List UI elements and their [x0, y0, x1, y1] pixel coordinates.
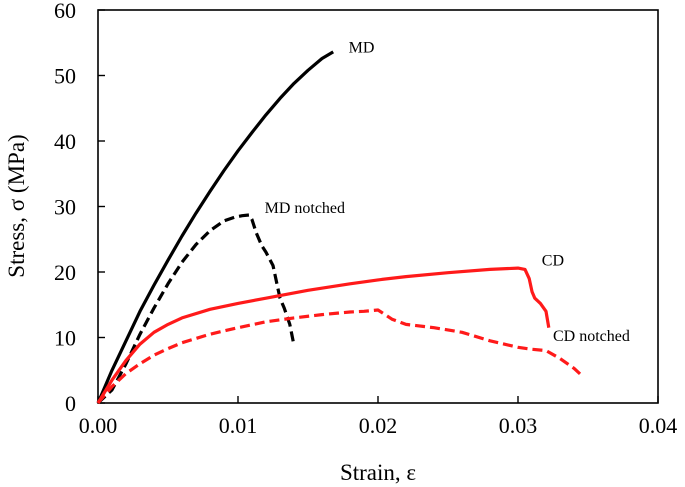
- series-label-md: MD: [349, 40, 375, 57]
- series-layer: [96, 50, 583, 405]
- x-tick-label: 0.02: [359, 413, 398, 438]
- y-tick-label: 60: [54, 0, 76, 23]
- y-axis: 0 10 20 30 40 50 60: [54, 0, 105, 416]
- x-tick-label: 0.01: [219, 413, 258, 438]
- y-tick-label: 20: [54, 260, 76, 285]
- series-line-cd: [96, 266, 551, 404]
- series-label-cd-notched: CD notched: [553, 328, 630, 345]
- y-tick-label: 0: [65, 391, 76, 416]
- series-labels: MD MD notched CD CD notched: [265, 40, 630, 345]
- series-line-cd-notched: [96, 308, 583, 405]
- series-label-md-notched: MD notched: [265, 200, 345, 217]
- y-axis-title: Stress, σ (MPa): [4, 134, 29, 277]
- x-tick-label: 0.03: [499, 413, 538, 438]
- y-tick-label: 50: [54, 64, 76, 89]
- y-tick-label: 30: [54, 195, 76, 220]
- series-line-md-notched: [96, 213, 296, 405]
- x-tick-label: 0.00: [79, 413, 118, 438]
- x-axis: 0.00 0.01 0.02 0.03 0.04: [79, 396, 678, 438]
- x-axis-title: Strain, ε: [340, 460, 416, 485]
- y-tick-label: 10: [54, 326, 76, 351]
- x-tick-label: 0.04: [639, 413, 678, 438]
- series-label-cd: CD: [542, 252, 564, 269]
- series-line-md: [96, 50, 335, 404]
- y-tick-label: 40: [54, 129, 76, 154]
